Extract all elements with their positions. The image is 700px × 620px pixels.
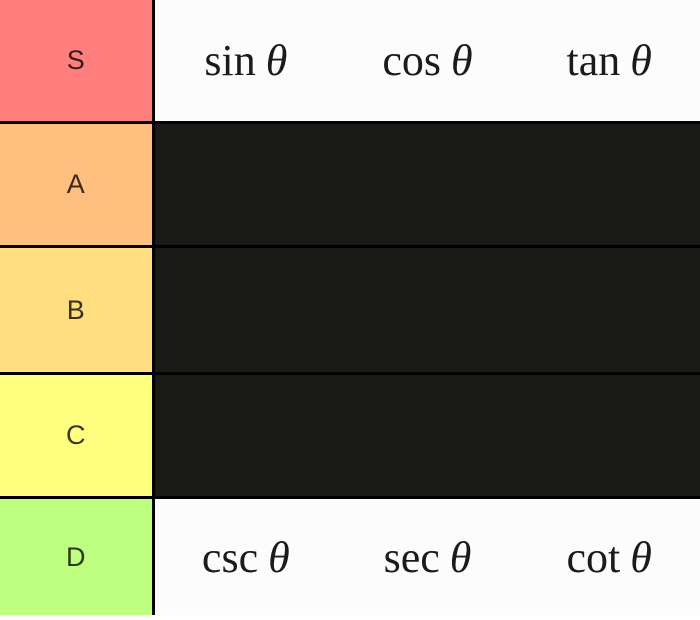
theta-symbol: θ — [265, 36, 288, 85]
tier-label-d: D — [0, 499, 155, 615]
tier-content-b[interactable] — [155, 248, 700, 372]
tier-content-s[interactable]: sin θ cos θ tan θ — [155, 0, 700, 121]
tier-row-b: B — [0, 248, 700, 375]
theta-symbol: θ — [451, 36, 473, 85]
tier-row-d: D csc θ sec θ cot θ — [0, 499, 700, 615]
theta-symbol: θ — [630, 36, 652, 85]
item-sin[interactable]: sin θ — [155, 0, 337, 121]
tier-label-b: B — [0, 248, 155, 372]
tier-content-d[interactable]: csc θ sec θ cot θ — [155, 499, 700, 615]
tier-label-s: S — [0, 0, 155, 121]
item-function-name: sin — [204, 36, 256, 85]
tier-label-c: C — [0, 375, 155, 496]
tier-label-a: A — [0, 124, 155, 245]
theta-symbol: θ — [449, 532, 472, 582]
tier-row-c: C — [0, 375, 700, 499]
item-function-name: csc — [201, 532, 259, 582]
item-cos[interactable]: cos θ — [337, 0, 519, 121]
theta-symbol: θ — [268, 532, 290, 582]
tier-content-c[interactable] — [155, 375, 700, 496]
item-csc[interactable]: csc θ — [155, 499, 337, 615]
item-cot[interactable]: cot θ — [518, 499, 700, 615]
tier-row-a: A — [0, 124, 700, 248]
item-function-name: cot — [566, 532, 621, 582]
tier-content-a[interactable] — [155, 124, 700, 245]
item-sec[interactable]: sec θ — [337, 499, 519, 615]
theta-symbol: θ — [630, 532, 652, 582]
item-function-name: cos — [382, 36, 442, 85]
item-function-name: sec — [383, 532, 440, 582]
item-function-name: tan — [566, 36, 621, 85]
tier-row-s: S sin θ cos θ tan θ — [0, 0, 700, 124]
item-tan[interactable]: tan θ — [518, 0, 700, 121]
